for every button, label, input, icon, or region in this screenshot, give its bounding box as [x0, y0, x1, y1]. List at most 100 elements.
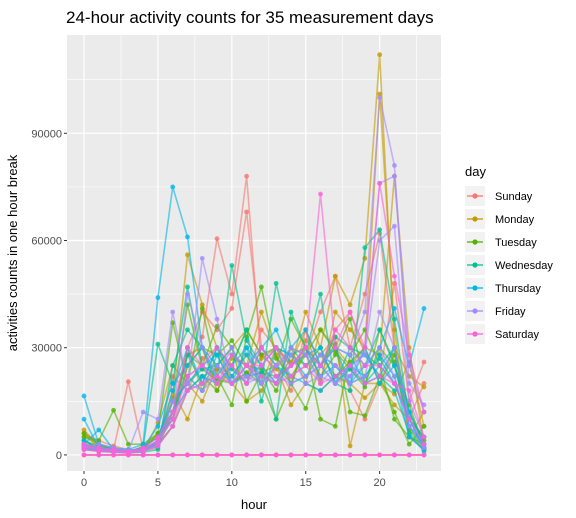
- data-point: [81, 427, 87, 433]
- x-axis-ticks: 0 5 10 15 20: [81, 471, 386, 489]
- data-point: [288, 402, 294, 408]
- legend-item-monday: Monday: [465, 209, 535, 229]
- data-point: [170, 409, 176, 415]
- x-tick-label: 20: [374, 477, 386, 489]
- data-point: [421, 423, 427, 429]
- data-point: [199, 305, 205, 311]
- data-point: [392, 416, 397, 422]
- data-point: [377, 309, 383, 315]
- data-point: [96, 441, 102, 447]
- data-point: [392, 273, 397, 279]
- data-point: [155, 295, 161, 301]
- series-saturday: [81, 180, 427, 458]
- data-point: [244, 345, 250, 351]
- data-point: [377, 452, 383, 458]
- data-point: [421, 381, 427, 386]
- data-point: [362, 363, 368, 368]
- data-point: [421, 384, 427, 390]
- data-point: [377, 381, 383, 386]
- data-point: [81, 416, 87, 422]
- data-point: [421, 445, 427, 451]
- data-point: [318, 388, 323, 393]
- data-point: [362, 309, 368, 315]
- data-point: [377, 345, 383, 351]
- data-point: [273, 363, 279, 368]
- data-point: [81, 452, 87, 458]
- data-point: [318, 352, 323, 358]
- data-point: [318, 191, 323, 197]
- data-point: [155, 452, 161, 458]
- data-point: [170, 416, 176, 422]
- data-point: [318, 416, 323, 422]
- data-point: [392, 402, 397, 408]
- data-point: [377, 352, 383, 358]
- data-point: [318, 373, 323, 379]
- data-point: [258, 345, 264, 351]
- data-point: [318, 345, 323, 351]
- data-point: [421, 441, 427, 447]
- data-point: [185, 327, 190, 333]
- series-line-friday-1: [83, 96, 425, 453]
- data-point: [377, 91, 383, 97]
- legend-item-sunday: Sunday: [465, 186, 533, 206]
- data-point: [199, 388, 205, 393]
- data-point: [199, 398, 205, 404]
- data-point: [406, 423, 412, 429]
- data-point: [155, 416, 161, 422]
- data-point: [258, 381, 264, 386]
- legend-key-point: [472, 193, 478, 199]
- legend-key-point: [472, 308, 478, 314]
- legend-title: day: [465, 164, 486, 179]
- data-point: [303, 381, 309, 386]
- data-point: [214, 316, 220, 322]
- data-point: [258, 284, 264, 290]
- data-point: [303, 309, 309, 315]
- data-point: [406, 363, 412, 368]
- data-point: [288, 381, 294, 386]
- data-point: [155, 438, 161, 444]
- data-point: [244, 327, 250, 333]
- data-point: [377, 363, 383, 368]
- data-point: [258, 373, 264, 379]
- legend-label: Thursday: [495, 283, 541, 295]
- data-point: [111, 452, 116, 458]
- data-point: [185, 284, 190, 290]
- data-point: [362, 384, 368, 390]
- data-point: [392, 452, 397, 458]
- legend-label: Sunday: [495, 191, 533, 203]
- data-point: [155, 341, 161, 347]
- data-point: [288, 309, 294, 315]
- legend-item-saturday: Saturday: [465, 324, 540, 344]
- series-line-saturday-3: [83, 364, 425, 454]
- data-point: [214, 363, 220, 368]
- data-point: [288, 352, 294, 358]
- y-tick-label: 60000: [31, 235, 62, 247]
- data-point: [347, 443, 353, 449]
- data-point: [273, 345, 279, 351]
- data-point: [392, 223, 397, 229]
- x-tick-label: 0: [81, 477, 87, 489]
- data-point: [214, 236, 220, 242]
- data-point: [362, 395, 368, 401]
- x-axis-title: hour: [241, 497, 268, 512]
- legend-label: Friday: [495, 306, 526, 318]
- data-point: [199, 363, 205, 368]
- data-point: [347, 352, 353, 358]
- data-point: [406, 441, 412, 447]
- data-point: [155, 423, 161, 429]
- data-point: [185, 345, 190, 351]
- data-point: [170, 309, 176, 315]
- data-point: [229, 452, 235, 458]
- data-point: [362, 452, 368, 458]
- data-point: [214, 452, 220, 458]
- data-point: [347, 381, 353, 386]
- data-point: [140, 452, 146, 458]
- x-tick-label: 15: [300, 477, 312, 489]
- data-point: [273, 280, 279, 286]
- data-point: [303, 373, 309, 379]
- legend-item-wednesday: Wednesday: [465, 255, 553, 275]
- data-point: [332, 363, 338, 368]
- data-point: [347, 359, 353, 365]
- data-point: [347, 302, 353, 308]
- data-point: [258, 356, 264, 361]
